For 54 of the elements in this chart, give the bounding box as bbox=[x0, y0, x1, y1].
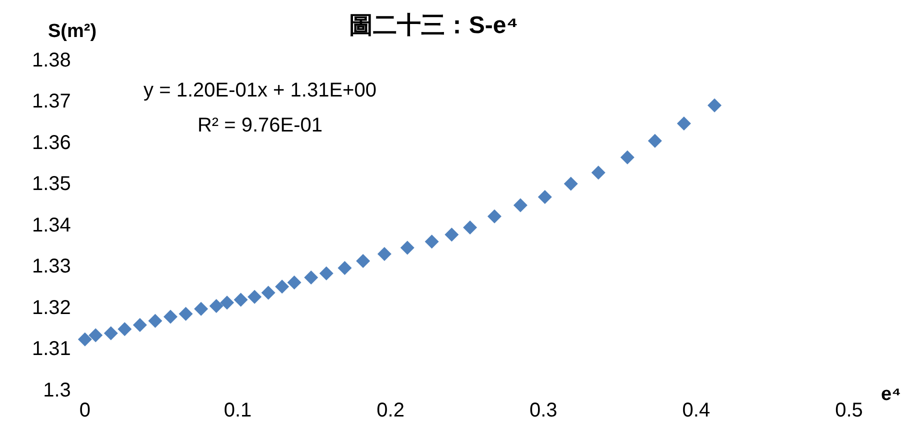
point bbox=[708, 98, 722, 112]
point bbox=[148, 314, 162, 328]
y-tick-label: 1.34 bbox=[32, 214, 71, 236]
point bbox=[178, 306, 193, 321]
point bbox=[304, 270, 318, 284]
point bbox=[513, 198, 528, 212]
point bbox=[487, 209, 502, 224]
point bbox=[132, 318, 147, 332]
y-tick-label: 1.32 bbox=[32, 296, 71, 319]
x-tick-label: 0.1 bbox=[224, 400, 252, 422]
point bbox=[538, 190, 552, 204]
y-tick-label: 1.33 bbox=[32, 256, 71, 278]
point bbox=[463, 220, 478, 235]
point bbox=[591, 166, 606, 180]
point bbox=[209, 298, 224, 313]
x-tick-label: 0.4 bbox=[682, 400, 710, 422]
y-tick-label: 1.36 bbox=[32, 132, 71, 154]
y-tick-label: 1.38 bbox=[32, 49, 71, 72]
point bbox=[377, 246, 392, 261]
point bbox=[220, 296, 234, 310]
point bbox=[261, 286, 276, 300]
point bbox=[248, 290, 262, 304]
point bbox=[88, 328, 103, 342]
point bbox=[164, 310, 178, 324]
y-axis-title: S(m²) bbox=[48, 21, 97, 42]
annotation: R² = 9.76E-01 bbox=[197, 114, 323, 137]
point bbox=[620, 150, 634, 164]
point bbox=[275, 280, 290, 294]
point bbox=[444, 228, 459, 242]
point bbox=[287, 275, 302, 290]
x-tick-label: 0.2 bbox=[376, 400, 404, 422]
point bbox=[234, 292, 248, 307]
point bbox=[648, 134, 662, 148]
point bbox=[78, 332, 92, 346]
x-axis-title: e⁴ bbox=[881, 384, 901, 406]
point bbox=[338, 261, 352, 275]
y-tick-label: 1.3 bbox=[43, 380, 71, 402]
chart-title: 圖二十三：S-e⁴ bbox=[348, 12, 518, 40]
point bbox=[564, 176, 578, 191]
y-tick-label: 1.37 bbox=[32, 90, 71, 113]
point bbox=[194, 302, 208, 316]
point bbox=[118, 322, 132, 336]
point bbox=[319, 266, 334, 280]
y-tick-label: 1.31 bbox=[32, 338, 71, 360]
point bbox=[356, 254, 370, 268]
point bbox=[424, 234, 439, 249]
x-tick-label: 0.3 bbox=[529, 400, 558, 422]
point bbox=[400, 240, 414, 255]
point bbox=[676, 116, 691, 131]
point bbox=[104, 326, 118, 340]
x-tick-label: 0 bbox=[79, 400, 90, 422]
y-tick-label: 1.35 bbox=[32, 173, 71, 196]
annotation: y = 1.20E-01x + 1.31E+00 bbox=[144, 80, 376, 102]
x-tick-label: 0.5 bbox=[835, 400, 863, 422]
